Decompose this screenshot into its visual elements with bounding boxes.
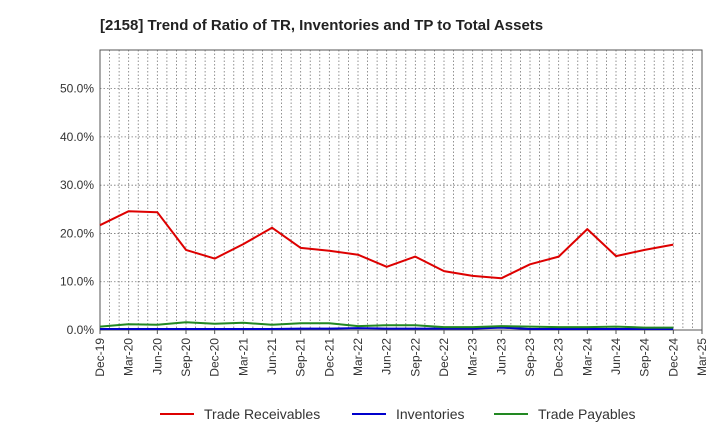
x-tick-label: Jun-22 bbox=[380, 338, 394, 375]
x-axis-ticks: Dec-19 Mar-20 Jun-20 Sep-20 Dec-20 Mar-21 Jun-… bbox=[93, 330, 709, 377]
x-tick-label: Sep-21 bbox=[294, 338, 308, 377]
legend-label: Trade Receivables bbox=[204, 406, 320, 422]
x-tick-label: Dec-21 bbox=[322, 338, 336, 377]
series-line-trade-receivables bbox=[99, 210, 674, 280]
x-tick-label: Mar-24 bbox=[580, 338, 594, 376]
y-axis-ticks: 0.0% 10.0% 20.0% 30.0% 40.0% 50.0% bbox=[60, 82, 94, 337]
x-tick-label: Mar-21 bbox=[236, 338, 250, 376]
x-tick-label: Dec-19 bbox=[93, 338, 107, 377]
x-tick-label: Mar-23 bbox=[466, 338, 480, 376]
x-tick-label: Jun-20 bbox=[150, 338, 164, 375]
series-layer bbox=[99, 210, 674, 330]
y-tick-label: 0.0% bbox=[67, 323, 95, 337]
y-tick-label: 50.0% bbox=[60, 82, 94, 96]
x-tick-label: Dec-24 bbox=[666, 338, 680, 377]
x-tick-label: Jun-21 bbox=[265, 338, 279, 375]
x-tick-label: Mar-25 bbox=[695, 338, 709, 376]
x-tick-label: Sep-24 bbox=[638, 338, 652, 377]
x-tick-label: Sep-22 bbox=[408, 338, 422, 377]
chart-title: [2158] Trend of Ratio of TR, Inventories… bbox=[100, 17, 543, 34]
x-tick-label: Mar-22 bbox=[351, 338, 365, 376]
x-tick-label: Sep-23 bbox=[523, 338, 537, 377]
series-line-inventories bbox=[100, 326, 674, 330]
y-tick-label: 20.0% bbox=[60, 226, 94, 240]
x-tick-label: Sep-20 bbox=[179, 338, 193, 377]
y-tick-label: 30.0% bbox=[60, 178, 94, 192]
x-tick-label: Jun-24 bbox=[609, 338, 623, 375]
legend-label: Trade Payables bbox=[538, 406, 636, 422]
x-tick-label: Dec-22 bbox=[437, 338, 451, 377]
x-tick-label: Dec-20 bbox=[208, 338, 222, 377]
plot-area bbox=[99, 49, 703, 331]
y-tick-label: 10.0% bbox=[60, 275, 94, 289]
legend-label: Inventories bbox=[396, 406, 464, 422]
y-tick-label: 40.0% bbox=[60, 130, 94, 144]
legend: Trade Receivables Inventories Trade Payabl… bbox=[160, 406, 636, 422]
grid-layer bbox=[100, 50, 702, 330]
x-tick-label: Dec-23 bbox=[552, 338, 566, 377]
series-line-trade-payables bbox=[99, 321, 674, 329]
x-tick-label: Jun-23 bbox=[494, 338, 508, 375]
x-tick-label: Mar-20 bbox=[122, 338, 136, 376]
